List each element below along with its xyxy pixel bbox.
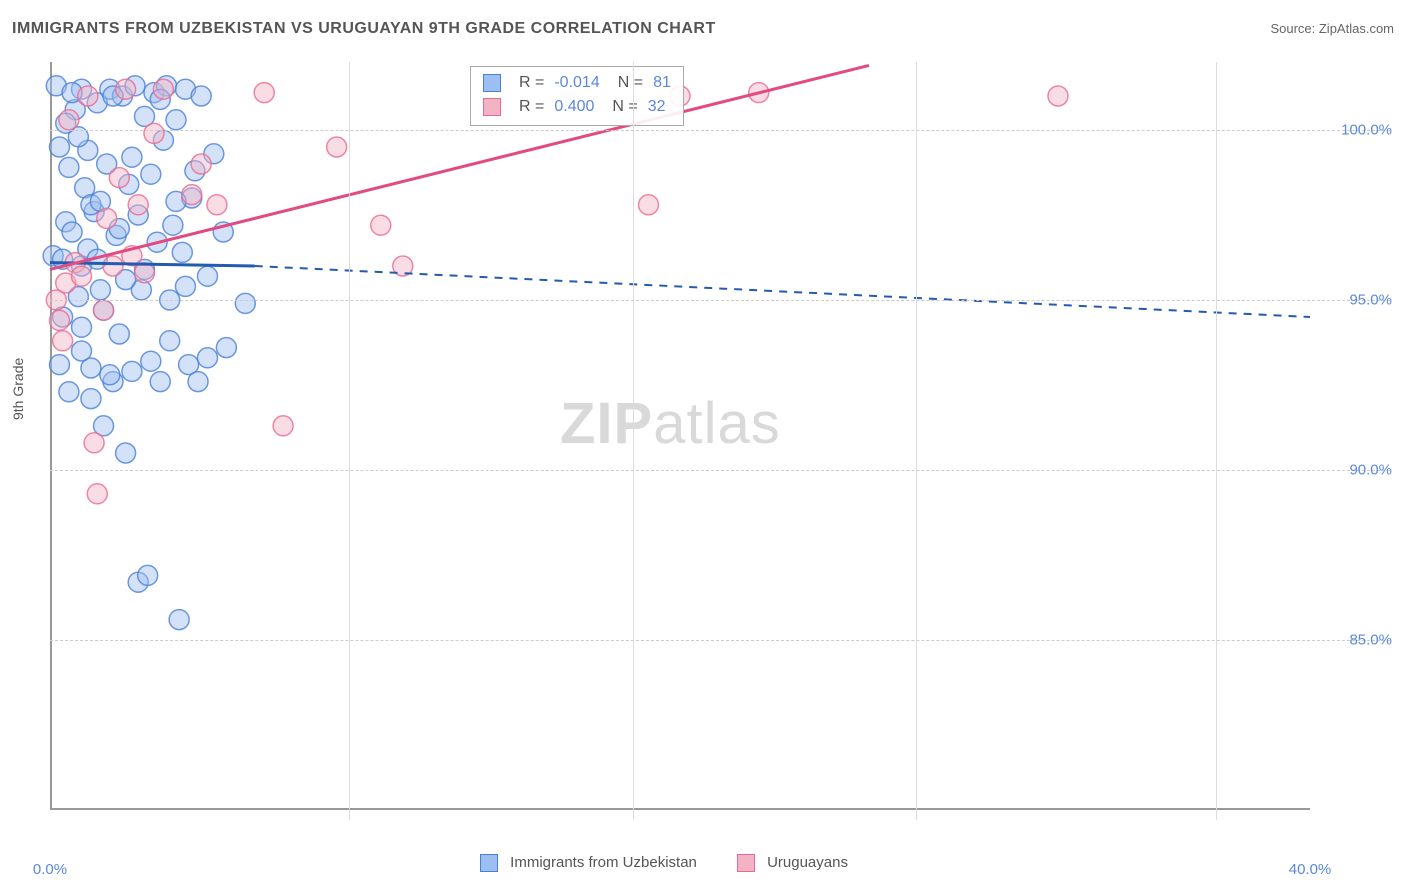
scatter-point <box>128 195 148 215</box>
chart-title: IMMIGRANTS FROM UZBEKISTAN VS URUGUAYAN … <box>12 20 716 38</box>
legend-n-label: N = <box>618 71 643 95</box>
legend-item: Immigrants from Uzbekistan <box>480 854 697 872</box>
gridline-v <box>916 62 917 820</box>
gridline-v <box>633 62 634 820</box>
scatter-point <box>172 242 192 262</box>
legend-n-label: N = <box>612 95 637 119</box>
x-tick-label: 40.0% <box>1289 861 1332 878</box>
scatter-point <box>122 361 142 381</box>
scatter-point <box>273 416 293 436</box>
gridline-h <box>50 300 1390 301</box>
scatter-point <box>188 372 208 392</box>
scatter-point <box>116 79 136 99</box>
y-axis-label: 9th Grade <box>10 358 26 420</box>
scatter-point <box>62 222 82 242</box>
scatter-point <box>59 110 79 130</box>
scatter-point <box>160 331 180 351</box>
trend-line <box>50 65 869 269</box>
scatter-point <box>141 164 161 184</box>
scatter-point <box>163 215 183 235</box>
legend-label: Uruguayans <box>767 854 848 871</box>
legend-item: Uruguayans <box>737 854 848 872</box>
scatter-point <box>78 86 98 106</box>
scatter-point <box>90 280 110 300</box>
scatter-point <box>53 331 73 351</box>
scatter-point <box>1048 86 1068 106</box>
scatter-point <box>327 137 347 157</box>
scatter-point <box>100 365 120 385</box>
scatter-point <box>254 83 274 103</box>
scatter-point <box>84 433 104 453</box>
gridline-h <box>50 130 1390 131</box>
correlation-legend: R = -0.014 N = 81 R = 0.400 N = 32 <box>470 66 684 126</box>
gridline-h <box>50 470 1390 471</box>
legend-row: R = -0.014 N = 81 <box>483 71 671 95</box>
legend-n-value: 32 <box>648 95 666 119</box>
scatter-point <box>141 351 161 371</box>
scatter-point <box>166 110 186 130</box>
legend-label: Immigrants from Uzbekistan <box>510 854 697 871</box>
y-tick-label: 95.0% <box>1349 292 1392 309</box>
scatter-point <box>135 263 155 283</box>
scatter-point <box>169 610 189 630</box>
scatter-point <box>138 565 158 585</box>
scatter-point <box>81 389 101 409</box>
scatter-point <box>198 266 218 286</box>
scatter-point <box>49 137 69 157</box>
legend-r-label: R = <box>519 71 544 95</box>
series-legend: Immigrants from Uzbekistan Uruguayans <box>480 854 848 872</box>
legend-n-value: 81 <box>653 71 671 95</box>
y-tick-label: 100.0% <box>1341 122 1392 139</box>
scatter-point <box>235 293 255 313</box>
scatter-point <box>207 195 227 215</box>
legend-swatch-blue <box>483 74 501 92</box>
legend-swatch-pink <box>483 98 501 116</box>
legend-r-value: 0.400 <box>554 95 594 119</box>
scatter-point <box>153 79 173 99</box>
scatter-point <box>175 276 195 296</box>
scatter-point <box>49 310 69 330</box>
scatter-point <box>49 355 69 375</box>
chart-header: IMMIGRANTS FROM UZBEKISTAN VS URUGUAYAN … <box>12 20 1394 38</box>
gridline-v <box>349 62 350 820</box>
trend-line-extrapolated <box>255 266 1310 317</box>
scatter-point <box>87 484 107 504</box>
y-tick-label: 85.0% <box>1349 632 1392 649</box>
scatter-point <box>122 147 142 167</box>
chart-source: Source: ZipAtlas.com <box>1270 21 1394 36</box>
scatter-point <box>72 317 92 337</box>
legend-r-value: -0.014 <box>554 71 599 95</box>
legend-r-label: R = <box>519 95 544 119</box>
scatter-point <box>144 123 164 143</box>
gridline-v <box>1216 62 1217 820</box>
scatter-point <box>72 341 92 361</box>
scatter-point <box>59 157 79 177</box>
scatter-point <box>94 300 114 320</box>
x-tick-label: 0.0% <box>33 861 67 878</box>
plot-svg <box>50 62 1310 810</box>
legend-swatch-blue <box>480 854 498 872</box>
y-tick-label: 90.0% <box>1349 462 1392 479</box>
scatter-point <box>639 195 659 215</box>
legend-row: R = 0.400 N = 32 <box>483 95 671 119</box>
scatter-point <box>198 348 218 368</box>
scatter-point <box>191 154 211 174</box>
gridline-h <box>50 640 1390 641</box>
scatter-point <box>182 185 202 205</box>
scatter-point <box>103 256 123 276</box>
scatter-point <box>216 338 236 358</box>
scatter-point <box>72 266 92 286</box>
scatter-point <box>191 86 211 106</box>
scatter-point <box>371 215 391 235</box>
scatter-point <box>116 443 136 463</box>
scatter-point <box>109 324 129 344</box>
scatter-point <box>150 372 170 392</box>
scatter-point <box>59 382 79 402</box>
scatter-point <box>97 208 117 228</box>
scatter-point <box>109 168 129 188</box>
legend-swatch-pink <box>737 854 755 872</box>
